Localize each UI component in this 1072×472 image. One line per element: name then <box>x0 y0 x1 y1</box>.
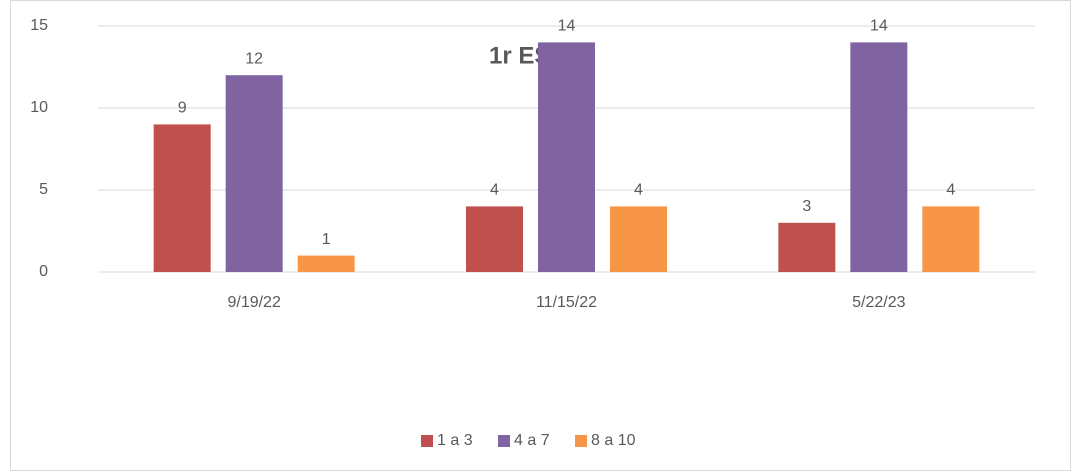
legend-swatch <box>498 435 510 447</box>
bar <box>466 206 523 272</box>
data-label: 12 <box>245 50 263 67</box>
bar <box>153 124 211 273</box>
legend-label: 4 a 7 <box>514 432 550 449</box>
bar <box>225 75 283 272</box>
bar <box>778 222 836 272</box>
bar <box>610 206 667 272</box>
data-label: 4 <box>946 182 955 199</box>
bar <box>922 206 980 272</box>
x-tick-label: 11/15/22 <box>536 294 597 311</box>
data-label: 9 <box>178 100 187 117</box>
x-tick-label: 9/19/22 <box>227 294 280 311</box>
data-label: 4 <box>490 182 499 199</box>
legend-label: 8 a 10 <box>591 432 636 449</box>
bar <box>850 42 908 273</box>
bar <box>538 42 595 273</box>
data-label: 14 <box>870 18 888 35</box>
data-label: 1 <box>322 231 331 248</box>
legend-label: 1 a 3 <box>437 432 473 449</box>
legend-swatch <box>575 435 587 447</box>
y-tick-label: 15 <box>30 17 48 34</box>
legend-swatch <box>421 435 433 447</box>
data-label: 3 <box>802 198 811 215</box>
y-tick-label: 5 <box>39 181 48 198</box>
data-label: 4 <box>634 182 643 199</box>
x-tick-label: 5/22/23 <box>852 294 905 311</box>
y-tick-label: 0 <box>39 263 48 280</box>
bar <box>297 255 355 272</box>
data-label: 14 <box>558 18 576 35</box>
y-tick-label: 10 <box>30 99 48 116</box>
